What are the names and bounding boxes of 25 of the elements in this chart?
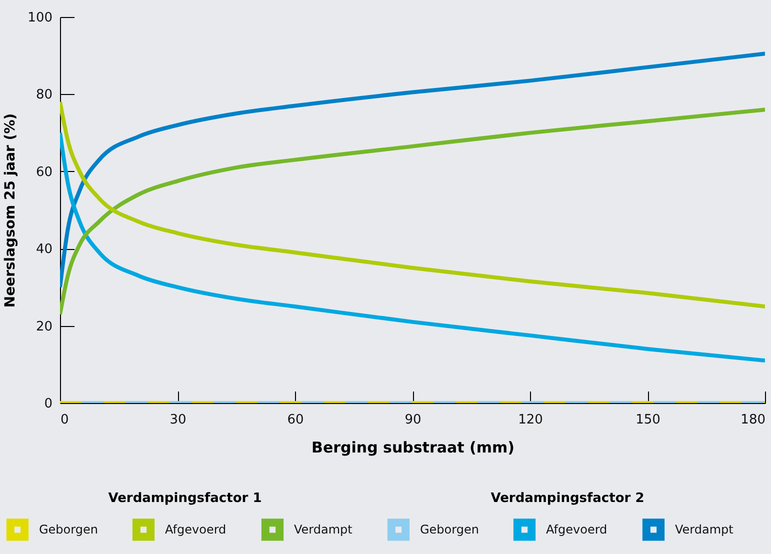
legend-label: Afgevoerd bbox=[546, 522, 608, 537]
legend-label: Verdampt bbox=[675, 522, 734, 537]
text: Verdampingsfactor 2 bbox=[490, 491, 644, 506]
x-tick-label: 30 bbox=[170, 412, 186, 428]
legend-label: Afgevoerd bbox=[165, 522, 226, 537]
x-tick-label: 120 bbox=[518, 412, 543, 428]
x-tick-label: 180 bbox=[740, 412, 766, 428]
line-series bbox=[60, 130, 765, 363]
text: Verdampingsfactor 1 bbox=[108, 491, 262, 506]
y-tick-label: 0 bbox=[44, 396, 52, 412]
legend-label: Geborgen bbox=[39, 522, 98, 537]
legend-label: Geborgen bbox=[420, 522, 479, 537]
x-tick-label: 90 bbox=[404, 412, 422, 428]
x-tick-label: 0 bbox=[60, 412, 69, 428]
x-axis-title: Berging substraat (mm) bbox=[312, 438, 514, 456]
line-series bbox=[60, 52, 765, 290]
y-tick-label: 80 bbox=[36, 88, 52, 103]
x-tick-label: 60 bbox=[287, 412, 304, 428]
y-axis-title: Neerslagsom 25 jaar (%) bbox=[2, 113, 19, 308]
y-tick-label: 40 bbox=[36, 242, 52, 258]
y-tick-label: 20 bbox=[36, 319, 52, 334]
y-tick-label: 100 bbox=[28, 10, 52, 26]
y-tick-label: 60 bbox=[36, 164, 52, 180]
x-tick-label: 150 bbox=[636, 412, 660, 428]
legend-label: Verdampt bbox=[294, 522, 353, 537]
